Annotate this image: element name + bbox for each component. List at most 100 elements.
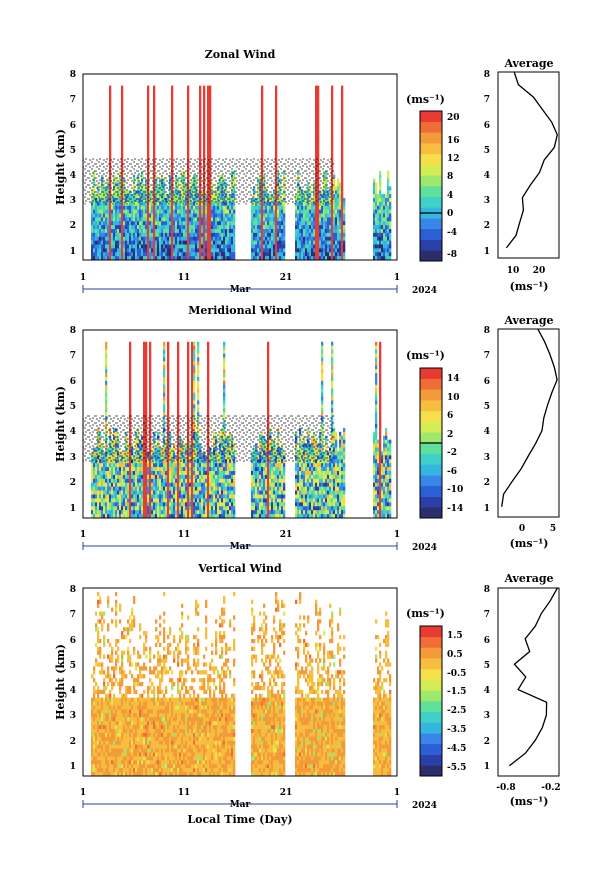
zonal-heat-cell [323,232,326,238]
meridional-heat-cell [211,506,214,511]
meridional-heat-cell [279,502,282,507]
meridional-heat-cell [213,506,216,511]
zonal-heat-cell [375,186,378,191]
zonal-heat-cell [283,217,286,222]
meridional-heat-cell [151,486,154,491]
meridional-heat-cell [115,463,118,468]
meridional-heat-cell [263,471,266,476]
zonal-heat-cell [257,256,260,260]
meridional-heat-cell [207,392,210,397]
meridional-heat-cell [183,471,186,476]
zonal-heat-cell [373,225,376,230]
zonal-heat-cell [171,229,174,234]
meridional-heat-cell [125,514,128,518]
zonal-heat-cell [207,229,210,234]
meridional-heat-cell [269,463,272,468]
meridional-heat-cell [217,478,220,484]
zonal-heat-cell [141,209,144,214]
meridional-heat-cell [219,471,222,476]
zonal-heat-cell [139,232,142,238]
zonal-colorbar-swatch [420,121,442,133]
meridional-heat-cell [187,396,190,401]
meridional-heat-cell [197,408,200,413]
meridional-heat-cell [267,474,270,480]
zonal-heat-cell [271,240,274,245]
zonal-heat-cell [181,244,184,249]
zonal-heat-cell [375,225,378,230]
zonal-heat-cell [273,229,276,234]
zonal-heat-cell [187,236,190,241]
zonal-heat-cell [227,252,230,257]
zonal-heat-cell [193,232,196,238]
meridional-heat-cell [213,502,216,507]
meridional-heat-cell [147,467,150,472]
zonal-heat-cell [383,236,386,241]
zonal-heat-cell [109,225,112,230]
zonal-heat-cell [103,236,106,241]
meridional-heat-cell [255,482,258,487]
meridional-heat-cell [101,506,104,511]
zonal-heat-cell [335,198,338,203]
meridional-heat-cell [193,478,196,484]
meridional-heat-cell [253,474,256,480]
zonal-heat-cell [167,217,170,222]
zonal-heat-cell [305,236,308,241]
zonal-heat-cell [181,248,184,253]
zonal-heat-cell [111,205,114,210]
meridional-heat-cell [129,365,132,370]
zonal-heat-cell [105,248,108,253]
zonal-heat-cell [209,225,212,230]
meridional-heat-cell [209,482,212,487]
zonal-heat-cell [231,232,234,238]
zonal-heat-cell [331,151,334,156]
meridional-heat-cell [119,494,122,499]
zonal-heat-cell [329,213,332,218]
meridional-heat-cell [267,482,270,487]
zonal-heat-cell [93,236,96,241]
meridional-heat-cell [177,467,180,472]
meridional-heat-cell [191,510,194,515]
zonal-heat-cell [169,229,172,234]
meridional-heat-cell [143,463,146,468]
zonal-heat-cell [309,221,312,226]
meridional-heat-cell [267,502,270,507]
meridional-heat-cell [187,357,190,362]
zonal-heat-cell [339,182,342,187]
meridional-heat-cell [225,486,228,491]
meridional-heat-cell [91,467,94,472]
zonal-heat-cell [373,256,376,260]
zonal-heat-cell [107,240,110,245]
zonal-heat-cell [139,221,142,226]
zonal-heat-cell [119,252,122,257]
zonal-heat-cell [129,205,132,210]
zonal-heat-cell [321,225,324,230]
meridional-heat-cell [93,514,96,518]
meridional-heat-cell [273,467,276,472]
meridional-heat-cell [171,510,174,515]
zonal-heat-cell [149,244,152,249]
zonal-heat-cell [135,217,138,222]
zonal-heat-cell [199,225,202,230]
meridional-heat-cell [149,349,152,354]
meridional-heat-cell [147,498,150,503]
meridional-heat-cell [193,341,196,346]
zonal-heat-cell [173,217,176,222]
meridional-heat-cell [145,345,148,350]
zonal-heat-cell [373,229,376,234]
zonal-heat-cell [299,256,302,260]
zonal-heat-cell [113,232,116,238]
meridional-heat-cell [161,467,164,472]
zonal-heat-cell [337,232,340,238]
zonal-heat-cell [121,105,124,110]
zonal-heat-cell [267,225,270,230]
meridional-heat-cell [259,486,262,491]
zonal-heat-cell [225,209,228,214]
zonal-heat-cell [161,213,164,218]
meridional-heat-cell [173,478,176,484]
zonal-heat-cell [121,112,124,117]
zonal-heat-cell [259,252,262,257]
meridional-heat-cell [225,514,228,518]
zonal-heat-cell [103,248,106,253]
meridional-heat-cell [107,490,110,495]
meridional-heat-cell [167,463,170,468]
